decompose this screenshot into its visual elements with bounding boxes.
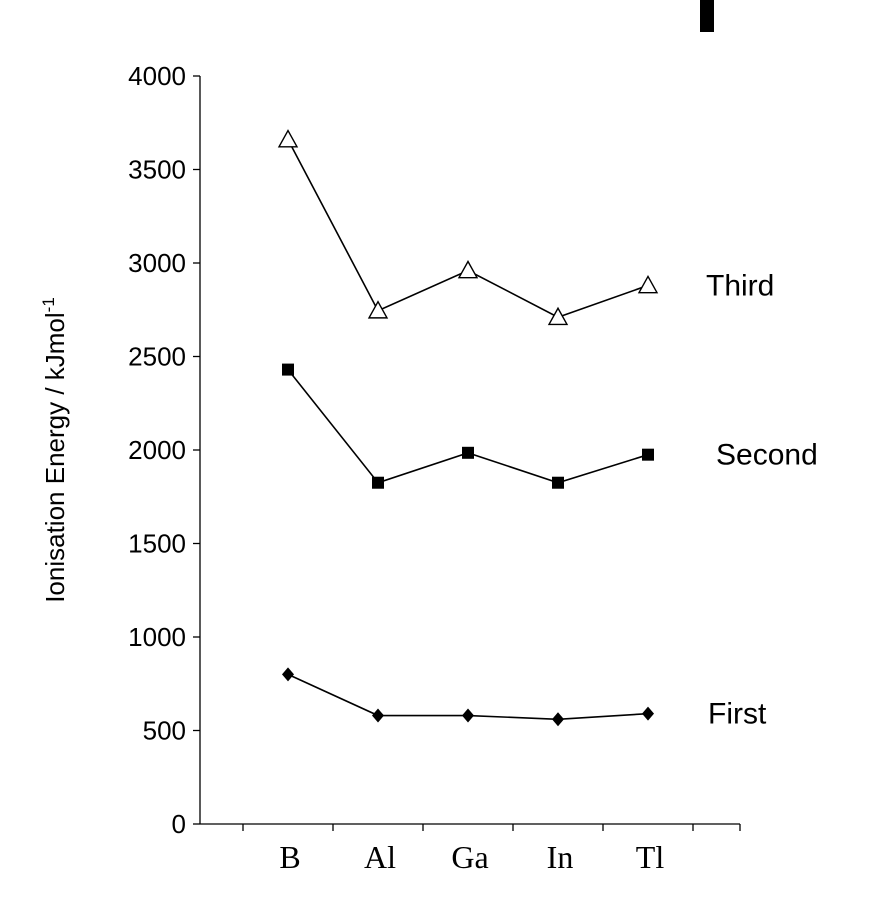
y-ticks: 0 500 1000 1500 2000 2500 3000 3500 4000	[128, 61, 200, 839]
y-tick-label: 3500	[128, 155, 186, 185]
y-axis-label-superscript: -1	[39, 297, 58, 312]
x-ticks: B Al Ga In Tl	[242, 824, 741, 875]
x-tick-label: B	[279, 839, 300, 875]
series-label-first: First	[708, 698, 767, 731]
data-point-first	[462, 708, 474, 723]
data-point-second	[552, 476, 564, 489]
x-tick-label: Tl	[636, 839, 665, 875]
data-point-third	[637, 274, 659, 294]
series-label-third: Third	[706, 269, 774, 302]
y-tick-label: 500	[143, 716, 186, 746]
series-lines	[287, 139, 649, 721]
x-tick-label: In	[547, 839, 574, 875]
series-label-second: Second	[716, 439, 818, 472]
data-point-third	[547, 306, 569, 326]
data-point-first	[552, 712, 564, 727]
series-line-third	[287, 139, 649, 319]
series-markers	[277, 129, 659, 727]
x-tick-label: Ga	[451, 839, 488, 875]
data-point-third	[457, 260, 479, 279]
data-point-third	[367, 300, 389, 319]
y-tick-label: 2500	[128, 342, 186, 372]
series-line-second	[287, 369, 649, 484]
y-tick-label: 1500	[128, 529, 186, 559]
data-point-second	[642, 448, 654, 461]
series-labels: Third Second First	[706, 269, 818, 730]
data-point-second	[372, 476, 384, 489]
y-tick-label: 2000	[128, 435, 186, 465]
y-tick-label: 4000	[128, 61, 186, 91]
cropped-title-fragment	[700, 0, 714, 32]
data-point-second	[282, 363, 294, 376]
data-point-second	[462, 446, 474, 459]
data-point-first	[372, 708, 384, 723]
y-axis-label-text: Ionisation Energy / kJmol	[40, 312, 70, 602]
data-point-first	[282, 667, 294, 682]
y-axis-label: Ionisation Energy / kJmol-1	[39, 297, 70, 603]
y-tick-label: 3000	[128, 248, 186, 278]
data-point-third	[277, 129, 299, 148]
y-tick-label: 1000	[128, 622, 186, 652]
y-tick-label: 0	[172, 809, 186, 839]
data-point-first	[642, 706, 654, 721]
x-tick-label: Al	[364, 839, 396, 875]
